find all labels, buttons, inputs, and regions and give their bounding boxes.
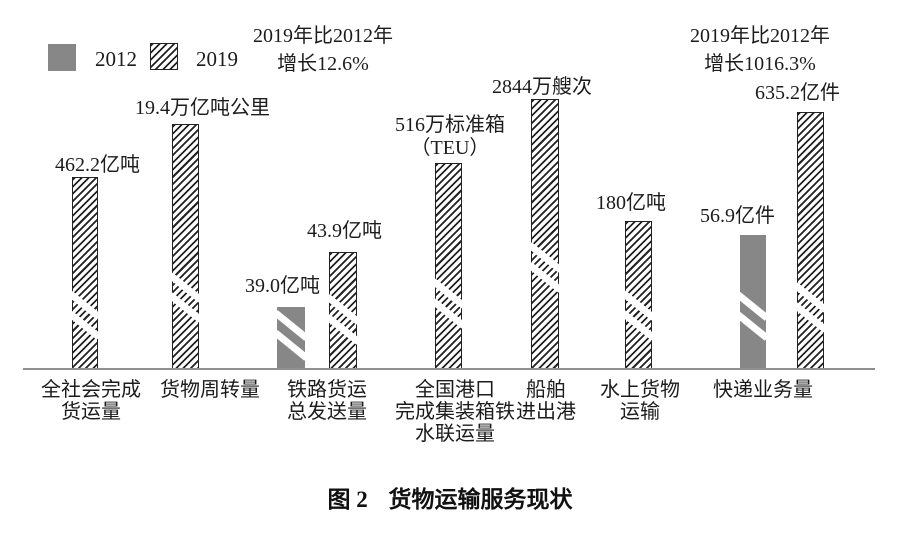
bar-fill — [797, 112, 824, 370]
legend-label-2019: 2019 — [196, 47, 238, 71]
legend-label-2012: 2012 — [95, 47, 137, 71]
category-label-cargo-turnover: 货物周转量 — [150, 379, 270, 401]
category-label-rail-freight: 铁路货运 总发送量 — [267, 379, 387, 423]
category-line: 货物周转量 — [160, 379, 260, 401]
category-line: 完成集装箱铁 — [395, 401, 515, 423]
category-line: 水联运量 — [415, 423, 495, 445]
value-label-line: 516万标准箱 — [395, 114, 505, 136]
category-label-society-freight: 全社会完成 货运量 — [31, 379, 151, 423]
growth-annotation-express: 2019年比2012年 增长1016.3% — [675, 22, 845, 78]
category-label-waterway: 水上货物 运输 — [580, 379, 700, 423]
bar-rail-freight-2012 — [277, 307, 305, 370]
category-label-port-container: 全国港口 完成集装箱铁 水联运量 — [390, 379, 520, 445]
value-label-line: （TEU） — [410, 137, 490, 159]
category-label-ship-port: 船舶 进出港 — [486, 379, 606, 423]
value-label-waterway: 180亿吨 — [596, 192, 666, 214]
caption-figure-number: 图 2 — [327, 487, 368, 512]
bar-cargo-turnover-2019 — [172, 124, 199, 370]
chart-caption: 图 2 货物运输服务现状 — [0, 480, 900, 514]
category-line: 快递业务量 — [713, 379, 813, 401]
bar-express-delivery-2012 — [740, 235, 766, 370]
category-line: 全社会完成 — [41, 379, 141, 401]
category-line: 总发送量 — [287, 401, 367, 423]
bar-waterway-freight-2019 — [625, 221, 652, 370]
bar-fill — [72, 177, 98, 370]
annotation-line: 增长12.6% — [277, 53, 369, 75]
bar-port-rail-water-container-2019 — [435, 163, 462, 370]
category-label-express: 快递业务量 — [703, 379, 823, 401]
bar-fill — [435, 163, 462, 370]
category-line: 水上货物 — [600, 379, 680, 401]
annotation-line: 2019年比2012年 — [253, 25, 393, 47]
growth-annotation-turnover: 2019年比2012年 增长12.6% — [238, 22, 408, 78]
value-label-rail-2019: 43.9亿吨 — [307, 220, 382, 242]
value-label-society-freight: 462.2亿吨 — [55, 154, 140, 176]
caption-title: 货物运输服务现状 — [388, 487, 573, 512]
value-label-express-2012: 56.9亿件 — [700, 205, 775, 227]
value-label-express-2019: 635.2亿件 — [755, 82, 840, 104]
legend-swatch-2019-icon — [150, 43, 178, 70]
value-label-rail-2012: 39.0亿吨 — [245, 275, 320, 297]
category-line: 运输 — [620, 401, 660, 423]
category-line: 船舶 — [526, 379, 566, 401]
category-line: 铁路货运 — [287, 379, 367, 401]
annotation-line: 增长1016.3% — [704, 53, 816, 75]
bar-ship-port-calls-2019 — [531, 99, 559, 370]
value-label-port-container: 516万标准箱 （TEU） — [385, 114, 515, 160]
bar-fill — [531, 99, 559, 370]
bar-society-freight-2019 — [72, 177, 98, 370]
category-line: 全国港口 — [415, 379, 495, 401]
annotation-line: 2019年比2012年 — [690, 25, 830, 47]
bar-express-delivery-2019 — [797, 112, 824, 370]
bar-fill — [172, 124, 199, 370]
x-axis-line — [23, 368, 875, 370]
category-line: 进出港 — [516, 401, 576, 423]
value-label-cargo-turnover: 19.4万亿吨公里 — [135, 97, 270, 119]
legend-swatch-2012-icon — [48, 44, 76, 71]
value-label-ship-port: 2844万艘次 — [492, 76, 592, 98]
bar-rail-freight-2019 — [329, 252, 357, 370]
category-line: 货运量 — [61, 401, 121, 423]
